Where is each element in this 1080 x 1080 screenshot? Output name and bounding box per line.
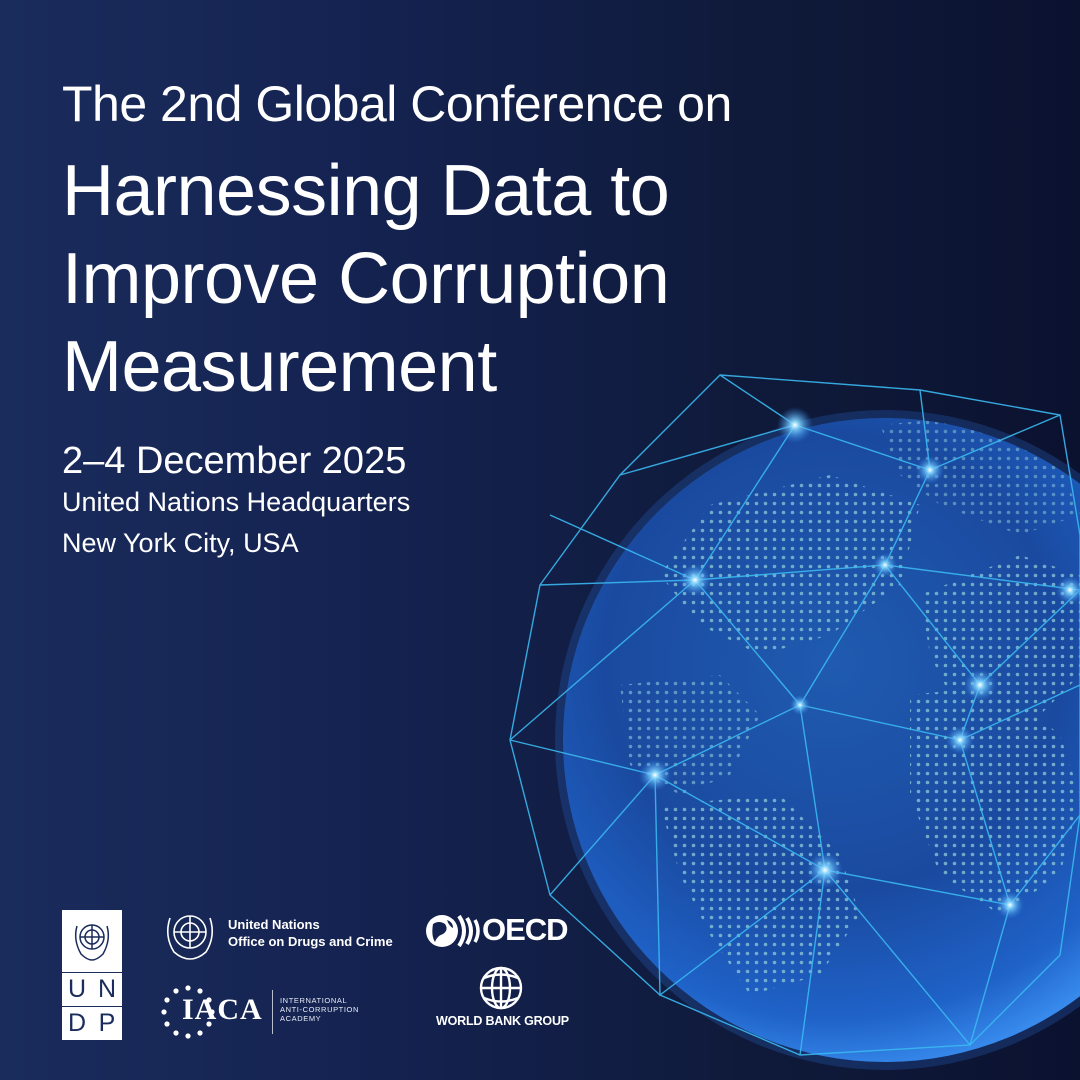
iaca-dot-ring-icon [161,985,215,1039]
undp-letter: U [62,972,92,1006]
oecd-logo-text: OECD [482,912,569,947]
iaca-sub-line: ANTI-CORRUPTION [280,1005,359,1014]
world-bank-globe-icon [479,966,523,1010]
oecd-globe-icon [426,914,480,948]
event-city: New York City, USA [62,528,299,558]
conference-title-line-1: Harnessing Data to [62,151,670,231]
event-venue: United Nations Headquarters [62,487,411,517]
undp-letter: N [92,972,122,1006]
event-date: 2–4 December 2025 [62,440,407,482]
world-bank-logo-text: WORLD BANK GROUP [436,1014,569,1028]
unodc-line-1: United Nations [228,917,320,932]
conference-subtitle: The 2nd Global Conference on [62,76,732,132]
un-emblem-icon [74,924,110,961]
unodc-logo-text: United Nations Office on Drugs and Crime [228,916,393,950]
iaca-logo-name: IACA [182,993,263,1026]
conference-title-line-2: Improve Corruption [62,239,670,319]
undp-logo: U N D P [62,910,122,1040]
iaca-divider [272,990,273,1034]
undp-letter: D [62,1006,92,1040]
iaca-sub-line: INTERNATIONAL [280,996,348,1005]
conference-title-line-3: Measurement [62,327,497,407]
undp-letter: P [92,1006,122,1040]
un-emblem-icon [166,915,214,960]
globe-wireframe-illustration [509,374,1080,1070]
iaca-logo-subtitle: INTERNATIONAL ANTI-CORRUPTION ACADEMY [280,996,359,1023]
iaca-sub-line: ACADEMY [280,1014,322,1023]
unodc-line-2: Office on Drugs and Crime [228,934,393,949]
